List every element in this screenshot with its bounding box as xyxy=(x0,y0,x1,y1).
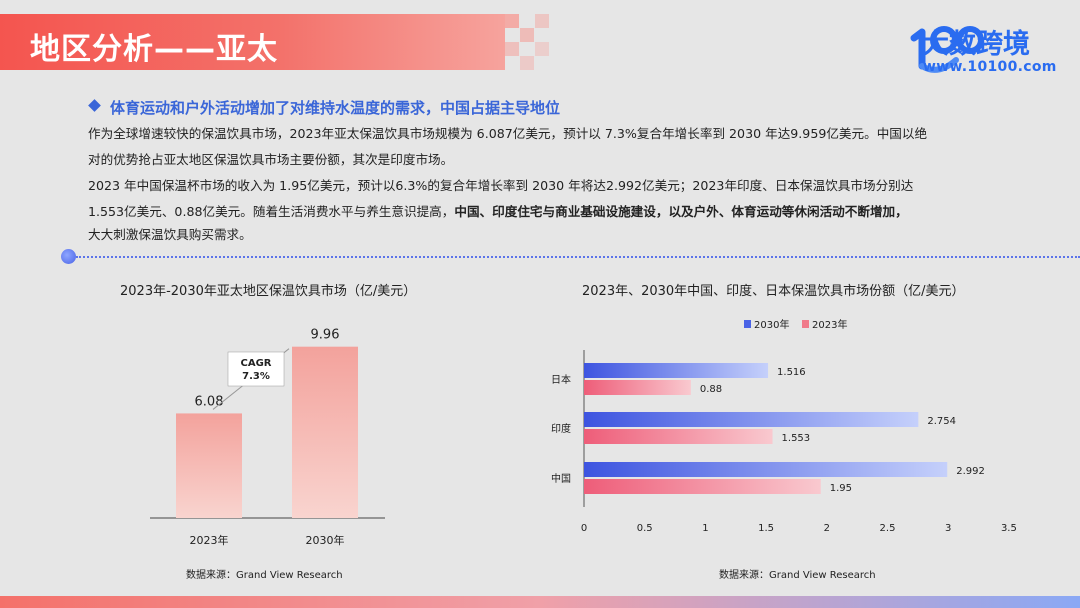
chart2-x-tick-label: 3 xyxy=(945,523,951,534)
paragraph-line: 2023 年中国保温杯市场的收入为 1.95亿美元，预计以6.3%的复合年增长率… xyxy=(88,178,914,193)
decor-square xyxy=(535,42,549,56)
bottom-gradient-bar xyxy=(0,596,1080,608)
decor-square xyxy=(505,42,519,56)
decor-square xyxy=(535,14,549,28)
decor-square xyxy=(520,28,534,42)
chart2-legend-label: 2023年 xyxy=(812,318,847,331)
brand-url: www.10100.com xyxy=(923,59,1057,75)
chart2-value-label: 2.754 xyxy=(927,416,956,427)
separator-dot-icon xyxy=(61,249,76,264)
chart2-bar xyxy=(584,380,691,395)
paragraph-bold-text: 中国、印度住宅与商业基础设施建设，以及户外、体育运动等休闲活动不断增加， xyxy=(454,204,908,219)
chart2-value-label: 1.553 xyxy=(782,433,811,444)
chart1-bar xyxy=(176,413,242,518)
chart2-bar xyxy=(584,462,948,477)
chart1-bar xyxy=(292,346,358,518)
chart2-legend-swatch xyxy=(744,320,751,328)
chart2-x-tick-label: 0 xyxy=(581,523,587,534)
brand-name: 大数跨境 xyxy=(922,29,1030,60)
chart2-bar xyxy=(584,412,919,427)
chart2-bar xyxy=(584,479,821,494)
chart2-x-tick-label: 3.5 xyxy=(1001,523,1017,534)
chart2-title: 2023年、2030年中国、印度、日本保温饮具市场份额（亿/美元） xyxy=(582,284,965,299)
paragraph-line: 1.553亿美元、0.88亿美元。随着生活消费水平与养生意识提高，中国、印度住宅… xyxy=(88,199,988,225)
page-title: 地区分析——亚太 xyxy=(30,32,278,67)
chart2-category-label: 日本 xyxy=(551,373,571,386)
chart2-category-label: 印度 xyxy=(551,422,571,435)
chart2-value-label: 1.516 xyxy=(777,367,806,378)
chart1-title: 2023年-2030年亚太地区保温饮具市场（亿/美元） xyxy=(120,284,417,299)
paragraph-text: 1.553亿美元、0.88亿美元。随着生活消费水平与养生意识提高， xyxy=(88,204,455,219)
chart1-cagr-label: CAGR xyxy=(241,358,272,369)
separator-line xyxy=(76,256,1080,258)
chart2-legend-label: 2030年 xyxy=(754,318,789,331)
chart2-source: 数据来源：Grand View Research xyxy=(719,570,876,581)
brand-logo-icon xyxy=(910,26,984,73)
paragraph-line: 大大刺激保温饮具购买需求。 xyxy=(88,227,252,242)
chart2-value-label: 1.95 xyxy=(830,483,852,494)
chart1-source: 数据来源：Grand View Research xyxy=(186,570,343,581)
chart1-cagr-value: 7.3% xyxy=(242,371,270,382)
chart2-legend-swatch xyxy=(802,320,809,328)
paragraph-line: 对的优势抢占亚太地区保温饮具市场主要份额，其次是印度市场。 xyxy=(88,152,454,167)
chart2-x-tick-label: 1.5 xyxy=(758,523,774,534)
chart2-x-tick-label: 1 xyxy=(702,523,708,534)
section-headline: 体育运动和户外活动增加了对维持水温度的需求，中国占据主导地位 xyxy=(110,99,561,117)
title-banner xyxy=(0,14,505,70)
chart2-x-tick-label: 0.5 xyxy=(637,523,653,534)
paragraph-line: 作为全球增速较快的保温饮具市场，2023年亚太保温饮具市场规模为 6.087亿美… xyxy=(88,126,928,141)
decor-square xyxy=(505,14,519,28)
chart1-value-label: 6.08 xyxy=(195,394,224,409)
chart1-value-label: 9.96 xyxy=(311,328,340,343)
chart2-x-tick-label: 2 xyxy=(824,523,830,534)
chart2-bar xyxy=(584,429,773,444)
chart2-category-label: 中国 xyxy=(551,472,571,485)
chart2-value-label: 0.88 xyxy=(700,384,722,395)
chart1-cagr-box xyxy=(227,351,285,387)
chart1-category-label: 2030年 xyxy=(306,533,345,547)
chart1-category-label: 2023年 xyxy=(190,533,229,547)
chart2-x-tick-label: 2.5 xyxy=(880,523,896,534)
decor-square xyxy=(520,56,534,70)
chart2-bar xyxy=(584,363,769,378)
chart2-value-label: 2.992 xyxy=(956,466,985,477)
